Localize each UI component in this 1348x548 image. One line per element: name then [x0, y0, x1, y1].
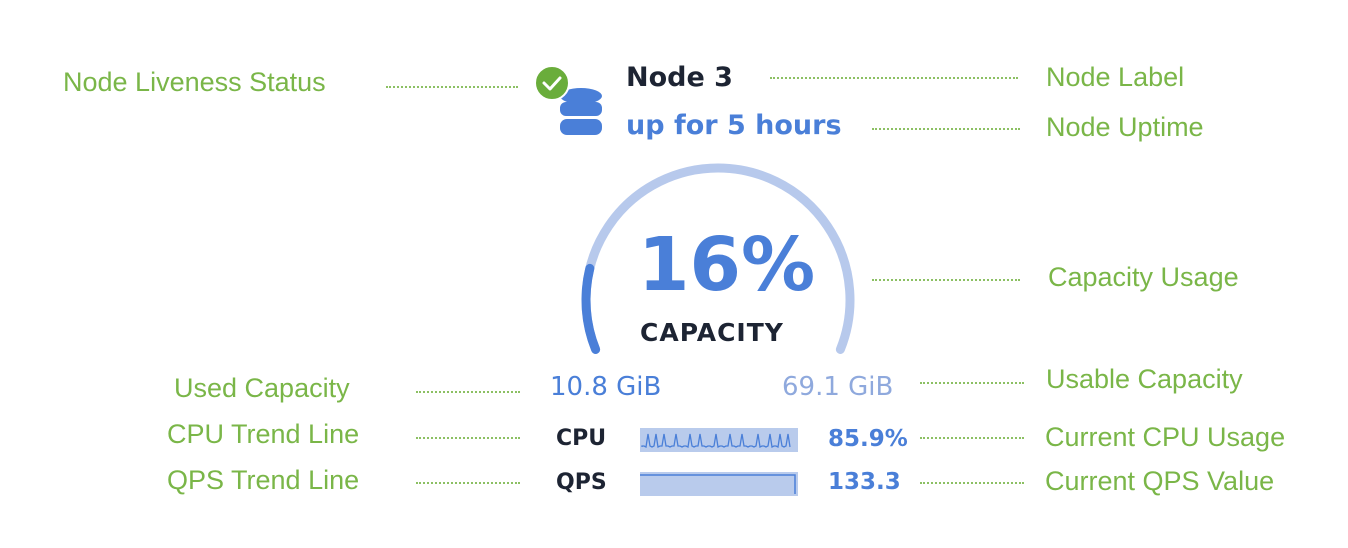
- leader-line: [872, 279, 1020, 281]
- annotation-liveness: Node Liveness Status: [63, 67, 326, 97]
- leader-line: [386, 86, 518, 88]
- gauge-fill: [581, 263, 601, 354]
- cpu-value: 85.9%: [828, 426, 908, 452]
- leader-line: [920, 437, 1024, 439]
- annotation-used-capacity: Used Capacity: [174, 373, 350, 403]
- annotation-current-cpu: Current CPU Usage: [1045, 422, 1286, 452]
- leader-line: [920, 482, 1024, 484]
- leader-line: [416, 482, 520, 484]
- annotation-current-qps: Current QPS Value: [1045, 466, 1275, 496]
- leader-line: [920, 382, 1024, 384]
- database-icon: [560, 88, 602, 135]
- used-capacity: 10.8 GiB: [550, 372, 662, 402]
- annotation-cpu-trend: CPU Trend Line: [167, 419, 360, 449]
- annotation-node-uptime: Node Uptime: [1046, 112, 1204, 142]
- node-uptime: up for 5 hours: [626, 110, 842, 141]
- leader-line: [416, 391, 520, 393]
- qps-trend-line[interactable]: [640, 472, 798, 496]
- usable-capacity: 69.1 GiB: [782, 372, 894, 402]
- cpu-label: CPU: [556, 426, 607, 451]
- capacity-percent: 16%: [638, 222, 816, 308]
- annotation-usable-capacity: Usable Capacity: [1046, 364, 1243, 394]
- node-label[interactable]: Node 3: [626, 62, 733, 93]
- leader-line: [416, 437, 520, 439]
- leader-line: [872, 128, 1020, 130]
- annotation-node-label: Node Label: [1046, 62, 1185, 92]
- check-circle-icon: [534, 65, 570, 101]
- annotation-qps-trend: QPS Trend Line: [167, 465, 360, 495]
- capacity-caption: CAPACITY: [640, 318, 784, 347]
- qps-value: 133.3: [828, 469, 901, 495]
- annotation-capacity-usage: Capacity Usage: [1048, 262, 1239, 292]
- qps-label: QPS: [556, 470, 607, 495]
- leader-line: [770, 77, 1018, 79]
- cpu-trend-line[interactable]: [640, 428, 798, 452]
